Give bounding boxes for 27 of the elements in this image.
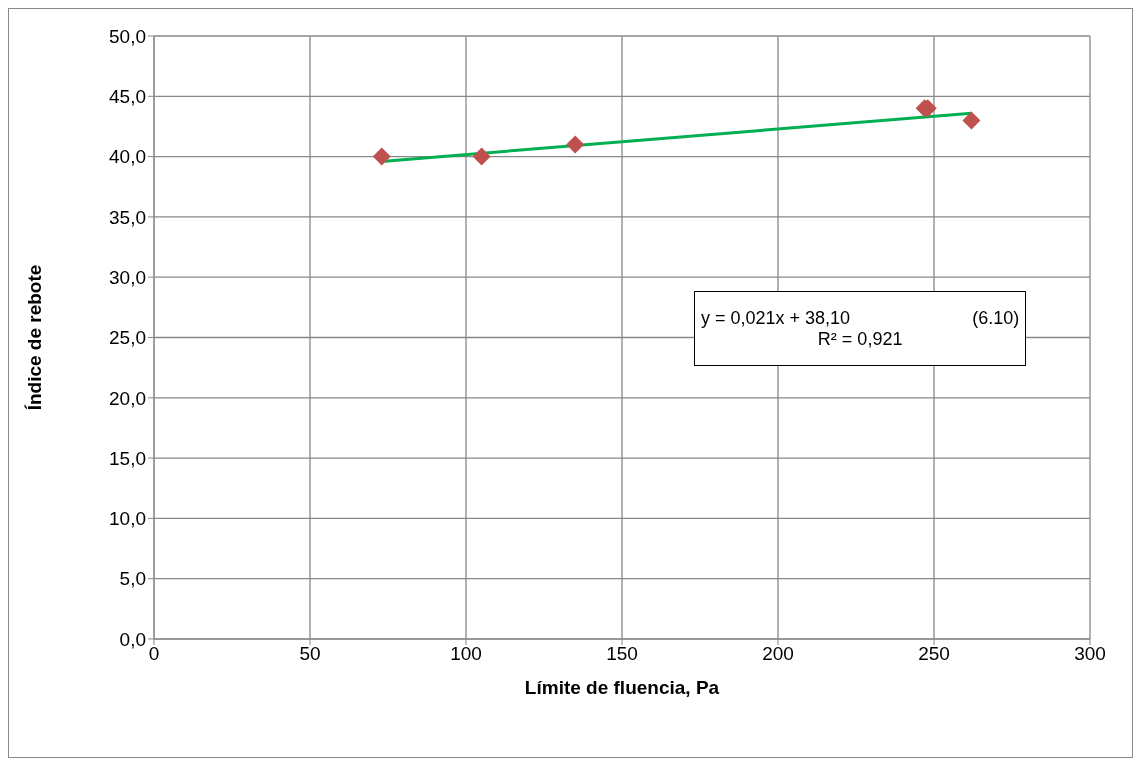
y-axis-title: Índice de rebote bbox=[23, 264, 45, 411]
x-tick-label: 100 bbox=[450, 643, 482, 665]
y-tick-label: 30,0 bbox=[109, 266, 146, 288]
y-tick-label: 40,0 bbox=[109, 146, 146, 168]
point bbox=[566, 135, 585, 154]
y-tick-label: 10,0 bbox=[109, 508, 146, 530]
y-tick-label: 15,0 bbox=[109, 447, 146, 469]
y-tick-label: 5,0 bbox=[119, 568, 146, 590]
x-tick-label: 300 bbox=[1074, 643, 1106, 665]
y-tick-label: 50,0 bbox=[109, 25, 146, 47]
y-tick-label: 25,0 bbox=[109, 327, 146, 349]
point bbox=[962, 111, 981, 130]
point bbox=[372, 147, 391, 166]
x-tick-label: 200 bbox=[762, 643, 794, 665]
y-tick-label: 45,0 bbox=[109, 86, 146, 108]
x-tick-label: 150 bbox=[606, 643, 638, 665]
x-tick-label: 0 bbox=[148, 643, 160, 665]
y-tick-label: 0,0 bbox=[119, 628, 146, 650]
x-tick-label: 50 bbox=[299, 643, 321, 665]
x-axis-title: Límite de fluencia, Pa bbox=[524, 677, 720, 698]
y-tick-label: 35,0 bbox=[109, 206, 146, 228]
x-tick-label: 250 bbox=[918, 643, 950, 665]
y-tick-label: 20,0 bbox=[109, 387, 146, 409]
annotation: y = 0,021x + 38,10 bbox=[700, 307, 851, 329]
point bbox=[472, 147, 491, 166]
annotation: R² = 0,921 bbox=[816, 328, 904, 350]
annotation: (6.10) bbox=[972, 307, 1020, 329]
